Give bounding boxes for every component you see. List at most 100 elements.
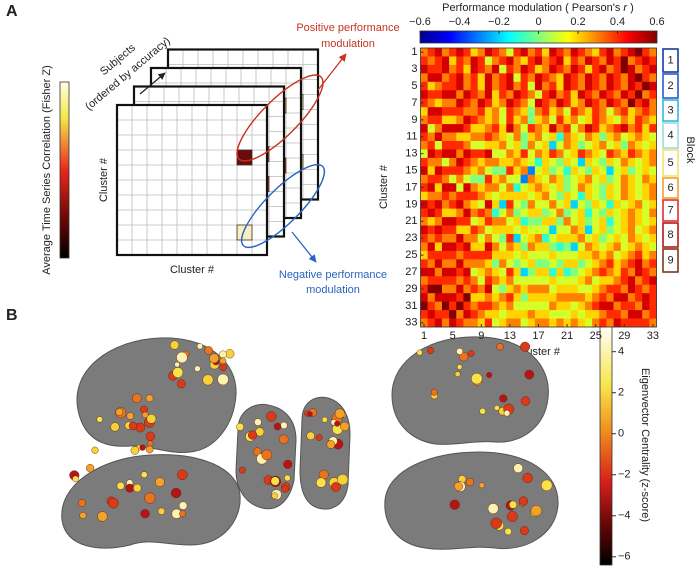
heatmap-cell — [635, 90, 643, 100]
heatmap-cell — [527, 98, 536, 108]
heatmap-cell — [470, 157, 479, 167]
heatmap-cell — [420, 318, 428, 328]
heatmap-cell — [556, 98, 564, 108]
heatmap-cell — [584, 293, 593, 302]
heatmap-cell — [499, 81, 507, 91]
block-label: 8 — [667, 229, 673, 241]
heatmap-cell — [434, 293, 443, 302]
heatmap-cell — [463, 98, 471, 108]
heatmap-cell — [570, 90, 579, 100]
heatmap-cell — [520, 124, 529, 133]
heatmap-cell — [492, 234, 500, 243]
heatmap-cell — [456, 208, 464, 218]
heatmap-cell — [434, 141, 443, 150]
heatmap-cell — [584, 183, 593, 193]
heatmap-cell — [449, 132, 457, 142]
heatmap-cell — [577, 124, 586, 133]
heatmap-cell — [477, 284, 486, 294]
heatmap-cell — [477, 56, 486, 66]
heatmap-cell — [477, 90, 486, 100]
heatmap-cell — [584, 81, 593, 91]
heatmap-cell — [420, 301, 428, 311]
heatmap-cell — [577, 149, 586, 159]
heatmap-cell — [563, 174, 571, 184]
heatmap-cell — [549, 81, 557, 91]
heatmap-cell — [649, 208, 657, 218]
heatmap-cell — [499, 157, 507, 167]
heatmap-cell — [527, 149, 536, 159]
heatmap-cell — [627, 200, 636, 209]
heatmap-cell — [570, 284, 579, 294]
heatmap-cell — [506, 267, 514, 277]
heatmap-cell — [463, 132, 471, 142]
heatmap-cell — [520, 141, 529, 150]
heatmap-cell — [599, 90, 607, 100]
heatmap-cell — [420, 157, 428, 167]
heatmap-cell — [527, 56, 536, 66]
heatmap-cell — [427, 276, 436, 286]
heatmap-cell — [520, 115, 529, 125]
heatmap-cell — [499, 217, 507, 226]
heatmap-cell — [506, 208, 514, 218]
heatmap-cell — [427, 191, 436, 201]
heatmap-cell — [606, 98, 614, 108]
heatmap-cell — [542, 318, 550, 328]
heatmap-cell — [513, 115, 521, 125]
heatmap-cell — [434, 276, 443, 286]
heatmap-cell — [527, 267, 536, 277]
heatmap-cell — [635, 115, 643, 125]
heatmap-cell — [527, 225, 536, 235]
colorbar-tick-label: 4 — [618, 346, 624, 358]
heatmap-cell — [484, 132, 493, 142]
heatmap-cell — [427, 132, 436, 142]
heatmap-cell — [577, 200, 586, 209]
heatmap-cell — [506, 124, 514, 133]
brain-node — [430, 388, 438, 396]
heatmap-cell — [606, 225, 614, 235]
heatmap-cell — [513, 200, 521, 209]
heatmap-cell — [449, 217, 457, 226]
heatmap-cell — [613, 191, 622, 201]
heatmap-cell — [627, 141, 636, 150]
heatmap-cell — [549, 284, 557, 294]
heatmap-cell — [556, 107, 564, 116]
brain-node — [518, 496, 529, 506]
heatmap-cell — [563, 98, 571, 108]
heatmap-cell — [506, 157, 514, 167]
heatmap-cell — [470, 301, 479, 311]
heatmap-cell — [549, 56, 557, 66]
heatmap-cell — [542, 48, 550, 57]
heatmap-cell — [463, 234, 471, 243]
heatmap-cell — [563, 284, 571, 294]
heatmap-cell — [470, 98, 479, 108]
y-tick-label: 3 — [411, 63, 417, 75]
heatmap-cell — [606, 250, 614, 260]
heatmap-cell — [584, 48, 593, 57]
heatmap-cell — [456, 115, 464, 125]
heatmap-cell — [456, 64, 464, 74]
heatmap-cell — [642, 267, 650, 277]
heatmap-cell — [477, 166, 486, 176]
heatmap-cell — [606, 200, 614, 209]
brain-node — [176, 351, 188, 364]
heatmap-cell — [599, 115, 607, 125]
heatmap-cell — [627, 124, 636, 133]
heatmap-cell — [427, 301, 436, 311]
heatmap-cell — [570, 115, 579, 125]
heatmap-cell — [499, 200, 507, 209]
heatmap-cell — [492, 132, 500, 142]
heatmap-cell — [527, 276, 536, 286]
heatmap-cell — [620, 259, 629, 269]
x-tick-label: 17 — [532, 330, 544, 342]
heatmap-cell — [642, 64, 650, 74]
brain-node — [467, 350, 475, 357]
heatmap-cell — [520, 225, 529, 235]
heatmap-cell — [484, 141, 493, 150]
heatmap-cell — [577, 191, 586, 201]
heatmap-cell — [563, 141, 571, 150]
y-tick-label: 9 — [411, 114, 417, 126]
heatmap-cell — [427, 98, 436, 108]
heatmap-cell — [635, 107, 643, 116]
heatmap-cell — [477, 149, 486, 159]
heatmap-cell — [556, 217, 564, 226]
